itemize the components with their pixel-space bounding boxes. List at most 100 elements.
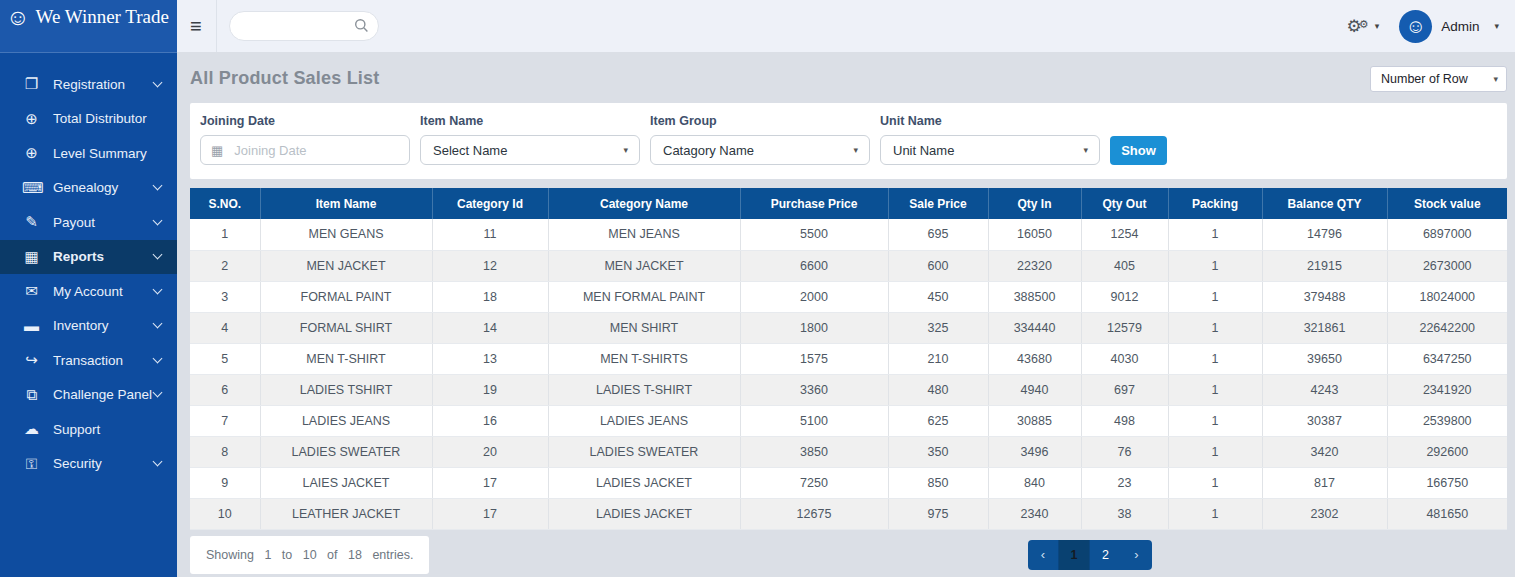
cell-purchase-price: 2000 xyxy=(740,281,888,312)
number-of-row-select[interactable]: Number of Row ▾ xyxy=(1370,66,1507,92)
column-header[interactable]: Category Id xyxy=(432,188,548,219)
cell-purchase-price: 3850 xyxy=(740,436,888,467)
cell-stock-value: 18024000 xyxy=(1387,281,1507,312)
unit-name-select[interactable]: Unit Name ▾ xyxy=(880,135,1100,165)
sidebar-item-label: Support xyxy=(53,422,154,437)
sidebar-item-support[interactable]: ☁ Support xyxy=(0,412,177,447)
cell-category-id: 16 xyxy=(432,405,548,436)
table-row: 10 LEATHER JACKET 17 LADIES JACKET 12675… xyxy=(190,498,1507,529)
smiley-icon: ☺ xyxy=(1405,15,1425,38)
column-header[interactable]: S.NO. xyxy=(190,188,260,219)
search-icon[interactable] xyxy=(354,18,369,33)
globe-icon: ⊕ xyxy=(22,144,41,162)
cell-packing: 1 xyxy=(1168,219,1262,250)
cell-item-name: LADIES JEANS xyxy=(260,405,432,436)
globe-icon: ⊕ xyxy=(22,110,41,128)
cell-balance-qty: 4243 xyxy=(1262,374,1387,405)
column-header[interactable]: Purchase Price xyxy=(740,188,888,219)
column-header[interactable]: Item Name xyxy=(260,188,432,219)
item-group-select[interactable]: Catagory Name ▾ xyxy=(650,135,870,165)
sidebar-item-payout[interactable]: ✎ Payout xyxy=(0,205,177,240)
cell-purchase-price: 1800 xyxy=(740,312,888,343)
cell-category-id: 18 xyxy=(432,281,548,312)
cell-stock-value: 292600 xyxy=(1387,436,1507,467)
cell-sale-price: 600 xyxy=(888,250,988,281)
joining-date-input[interactable] xyxy=(232,142,399,159)
page-header: All Product Sales List Number of Row ▾ xyxy=(190,66,1507,92)
cell-balance-qty: 817 xyxy=(1262,467,1387,498)
cell-sno: 9 xyxy=(190,467,260,498)
cell-sale-price: 695 xyxy=(888,219,988,250)
cell-category-name: LADIES JACKET xyxy=(548,498,740,529)
pages-icon: ❐ xyxy=(22,75,41,93)
sidebar-item-label: Genealogy xyxy=(53,180,154,195)
joining-date-box: ▦ xyxy=(200,135,410,165)
sidebar-item-label: Level Summary xyxy=(53,146,154,161)
hamburger-menu-icon[interactable]: ≡ xyxy=(190,16,202,36)
column-header[interactable]: Sale Price xyxy=(888,188,988,219)
next-page-button[interactable]: › xyxy=(1121,540,1152,570)
sidebar-item-registration[interactable]: ❐ Registration xyxy=(0,67,177,102)
admin-dropdown[interactable]: ☺ Admin ▾ xyxy=(1399,10,1499,43)
gear-icon: ⚙ xyxy=(1359,19,1369,30)
cell-sno: 10 xyxy=(190,498,260,529)
sidebar-item-label: Challenge Panel xyxy=(53,387,154,402)
sidebar-item-challenge-panel[interactable]: ⧉ Challenge Panel xyxy=(0,378,177,413)
app-root: ☺We Winner Trade ❐ Registration ⊕ Total … xyxy=(0,0,1515,577)
item-group-group: Item Group Catagory Name ▾ xyxy=(650,114,870,165)
prev-page-button[interactable]: ‹ xyxy=(1028,540,1059,570)
cell-balance-qty: 39650 xyxy=(1262,343,1387,374)
sidebar-item-reports[interactable]: ▦ Reports xyxy=(0,240,177,275)
chevron-down-icon xyxy=(153,388,163,398)
page-button[interactable]: 1 xyxy=(1059,540,1090,570)
sidebar-item-total-distributor[interactable]: ⊕ Total Distributor xyxy=(0,102,177,137)
sidebar-item-label: Registration xyxy=(53,77,154,92)
table-header-row: S.NO. Item Name Category Id Category Nam… xyxy=(190,188,1507,219)
sidebar-item-genealogy[interactable]: ⌨ Genealogy xyxy=(0,171,177,206)
cell-stock-value: 6897000 xyxy=(1387,219,1507,250)
table-row: 8 LADIES SWEATER 20 LADIES SWEATER 3850 … xyxy=(190,436,1507,467)
brand[interactable]: ☺We Winner Trade xyxy=(0,0,177,53)
settings-dropdown[interactable]: ⚙ ⚙ ▾ xyxy=(1347,18,1380,35)
sidebar-item-inventory[interactable]: ▬ Inventory xyxy=(0,309,177,344)
cell-sno: 4 xyxy=(190,312,260,343)
cell-item-name: LADIES TSHIRT xyxy=(260,374,432,405)
cell-stock-value: 22642200 xyxy=(1387,312,1507,343)
sidebar-item-level-summary[interactable]: ⊕ Level Summary xyxy=(0,136,177,171)
cell-category-name: MEN FORMAL PAINT xyxy=(548,281,740,312)
column-header[interactable]: Qty In xyxy=(988,188,1081,219)
column-header[interactable]: Balance QTY xyxy=(1262,188,1387,219)
sidebar-item-my-account[interactable]: ✉ My Account xyxy=(0,274,177,309)
sidebar: ☺We Winner Trade ❐ Registration ⊕ Total … xyxy=(0,0,177,577)
item-name-select[interactable]: Select Name ▾ xyxy=(420,135,640,165)
cell-qty-in: 4940 xyxy=(988,374,1081,405)
item-name-value: Select Name xyxy=(433,143,507,158)
sidebar-item-security[interactable]: ⚿ Security xyxy=(0,447,177,482)
cell-stock-value: 2539800 xyxy=(1387,405,1507,436)
column-header[interactable]: Stock value xyxy=(1387,188,1507,219)
sidebar-item-transaction[interactable]: ↪ Transaction xyxy=(0,343,177,378)
page-buttons: 1 2 xyxy=(1059,540,1121,570)
column-header[interactable]: Qty Out xyxy=(1081,188,1168,219)
cell-category-id: 13 xyxy=(432,343,548,374)
cell-balance-qty: 321861 xyxy=(1262,312,1387,343)
cell-qty-in: 334440 xyxy=(988,312,1081,343)
page-title: All Product Sales List xyxy=(190,68,379,89)
product-sales-table: S.NO. Item Name Category Id Category Nam… xyxy=(190,188,1507,530)
cell-category-name: MEN JACKET xyxy=(548,250,740,281)
sidebar-menu: ❐ Registration ⊕ Total Distributor ⊕ Lev… xyxy=(0,53,177,481)
cell-qty-out: 23 xyxy=(1081,467,1168,498)
column-header[interactable]: Packing xyxy=(1168,188,1262,219)
table-row: 1 MEN GEANS 11 MEN JEANS 5500 695 16050 … xyxy=(190,219,1507,250)
item-name-group: Item Name Select Name ▾ xyxy=(420,114,640,165)
cell-item-name: MEN T-SHIRT xyxy=(260,343,432,374)
search-box xyxy=(229,11,379,41)
cell-purchase-price: 1575 xyxy=(740,343,888,374)
cell-sale-price: 450 xyxy=(888,281,988,312)
cell-category-id: 12 xyxy=(432,250,548,281)
cell-purchase-price: 12675 xyxy=(740,498,888,529)
page-button[interactable]: 2 xyxy=(1090,540,1121,570)
cell-sale-price: 210 xyxy=(888,343,988,374)
show-button[interactable]: Show xyxy=(1110,136,1167,165)
column-header[interactable]: Category Name xyxy=(548,188,740,219)
